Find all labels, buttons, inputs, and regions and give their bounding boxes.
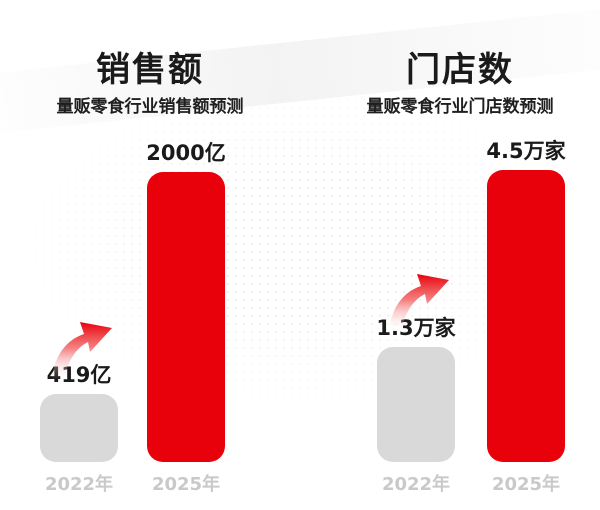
data-label-stores-1: 4.5万家	[486, 139, 566, 163]
bar-stores-0	[377, 347, 455, 462]
arrow-up-right-icon	[389, 274, 449, 332]
year-label-sales-1: 2025年	[152, 473, 220, 495]
year-label-stores-0: 2022年	[382, 473, 450, 495]
data-label-stores-0: 1.3万家	[376, 316, 456, 340]
bar-stores-1	[487, 170, 565, 462]
chart-title-sales: 销售额	[96, 50, 204, 90]
arrow-up-right-icon	[52, 322, 112, 380]
year-label-sales-0: 2022年	[45, 473, 113, 495]
year-label-stores-1: 2025年	[492, 473, 560, 495]
chart-subtitle-sales: 量贩零食行业销售额预测	[56, 97, 244, 117]
bar-sales-0	[40, 394, 118, 462]
chart-title-stores: 门店数	[406, 50, 514, 90]
bar-sales-1	[147, 172, 225, 462]
data-label-sales-1: 2000亿	[146, 141, 225, 165]
chart-subtitle-stores: 量贩零食行业门店数预测	[366, 97, 554, 117]
